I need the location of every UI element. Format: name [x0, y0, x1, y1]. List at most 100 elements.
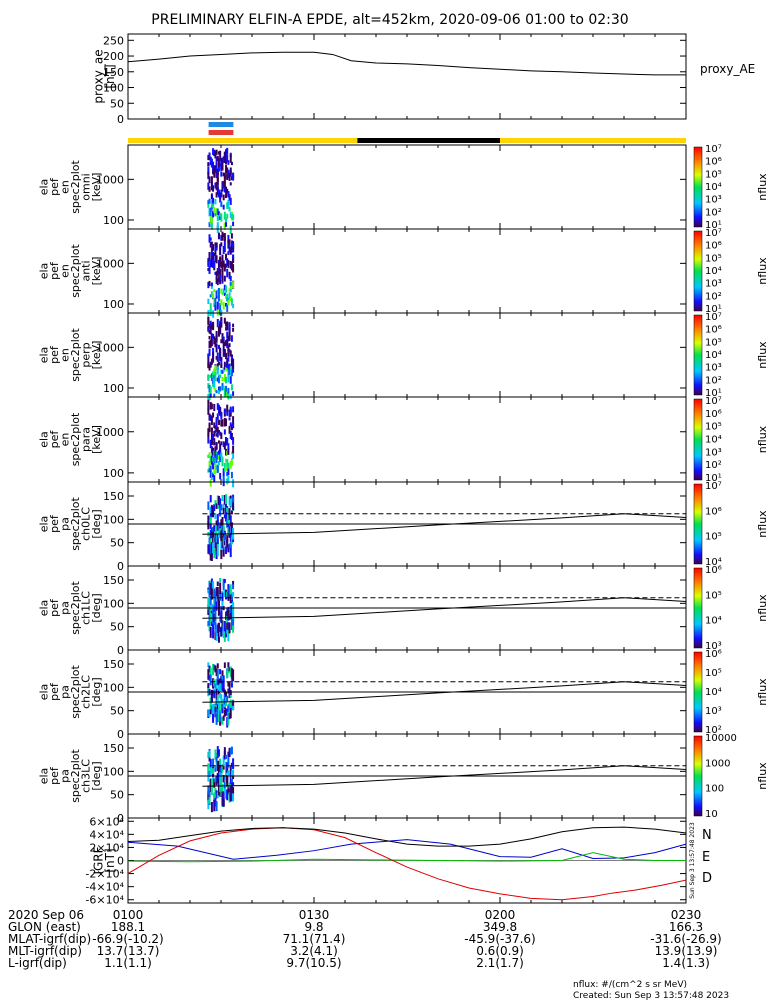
spectrogram-cell — [213, 504, 216, 511]
loss-cone-line — [202, 597, 687, 619]
spectrogram-cell — [207, 428, 210, 436]
spectrogram-cell — [232, 281, 235, 289]
spectrogram-cell — [207, 200, 210, 205]
spectrogram-cell — [229, 793, 232, 802]
spectrogram-cell — [220, 288, 223, 294]
spectrogram-cell — [214, 254, 217, 263]
spectrogram-cell — [225, 448, 228, 456]
time-axis-value: 1.1(1.1) — [104, 956, 152, 970]
spectrogram-cell — [212, 382, 215, 387]
y-axis-label-line: spec2plot — [69, 749, 82, 803]
spectrogram-cell — [222, 180, 225, 189]
spectrogram-cell — [212, 663, 215, 676]
colorbar-tick-label: 10⁴ — [705, 182, 722, 193]
spectrogram-cell — [228, 792, 231, 803]
spectrogram-cell — [219, 472, 222, 480]
spectrogram-cell — [232, 774, 235, 780]
spectrogram-cell — [221, 292, 224, 296]
colorbar-tick-label: 10⁵ — [705, 169, 722, 180]
y-axis-label-line: ela — [38, 263, 51, 280]
spectrogram-cell — [222, 349, 225, 357]
spectrogram-cell — [230, 213, 233, 220]
colorbar-label: nflux — [756, 173, 769, 201]
spectrogram-cell — [229, 666, 232, 678]
spectrogram-cell — [210, 245, 213, 255]
spectrogram-cell — [215, 390, 218, 394]
spectrogram-cell — [209, 523, 212, 529]
spectrogram-cell — [215, 343, 218, 353]
spectrogram-cell — [208, 340, 211, 349]
y-axis-label-line: ch2LC — [80, 675, 93, 709]
igrf-legend-e: E — [702, 850, 710, 865]
spectrogram-cell — [210, 338, 213, 347]
spectrogram-cell — [223, 662, 226, 669]
spectrogram-cell — [207, 621, 210, 627]
spectrogram-cell — [209, 674, 212, 686]
spectrogram-cell — [210, 199, 213, 208]
spectrogram-cell — [226, 610, 229, 621]
spectrogram-cell — [216, 155, 219, 160]
spectrogram-cell — [219, 257, 222, 261]
spectrogram-cell — [219, 683, 222, 693]
spectrogram-cell — [216, 278, 219, 286]
spectrogram-cell — [219, 308, 222, 316]
y-axis-label-line: proxy_ae — [92, 49, 106, 103]
colorbar-tick-label: 10³ — [705, 641, 722, 652]
spectrogram-cell — [220, 339, 223, 344]
spectrogram-cell — [215, 776, 218, 783]
spectrogram-cell — [227, 546, 230, 553]
spectrogram-cell — [219, 455, 222, 462]
spectrogram-cell — [207, 404, 210, 410]
spectrogram-cell — [228, 409, 231, 418]
spectrogram-cell — [229, 376, 232, 384]
colorbar-label: nflux — [756, 341, 769, 369]
spectrogram-cell — [230, 782, 233, 793]
spectrogram-cell — [207, 182, 210, 190]
spectrogram-cell — [232, 364, 235, 370]
colorbar-tick-label: 10⁶ — [705, 409, 722, 420]
spectrogram-cell — [217, 157, 220, 167]
spectrogram-cell — [222, 763, 225, 770]
spectrogram-cell — [229, 605, 232, 614]
spectrogram-cell — [226, 202, 229, 209]
spectrogram-cell — [213, 597, 216, 606]
spectrogram-cell — [226, 303, 229, 312]
spectrogram-cell — [217, 684, 220, 691]
y-tick-label: 0 — [117, 728, 124, 741]
spectrogram-cell — [228, 343, 231, 348]
spectrogram-cell — [208, 797, 211, 804]
spectrogram-cell — [216, 352, 219, 362]
spectrogram-cell — [219, 323, 222, 333]
spectrogram-cell — [212, 293, 215, 299]
spectrogram-cell — [217, 611, 220, 616]
spectrogram-cell — [219, 243, 222, 248]
spectrogram-cell — [212, 703, 215, 714]
time-axis-value: 13.7(13.7) — [97, 944, 160, 958]
spectrogram-cell — [232, 264, 235, 273]
spectrogram-cell — [220, 432, 223, 440]
spectrogram-cell — [209, 506, 212, 514]
spectrogram-cell — [210, 282, 213, 287]
spectrogram-cell — [207, 604, 210, 615]
spectrogram-cell — [225, 546, 228, 555]
spectrogram-cell — [223, 342, 226, 347]
y-tick-label: 1000 — [96, 426, 124, 439]
spectrogram-cell — [219, 582, 222, 595]
y-axis-label-line: ela — [38, 516, 51, 533]
spectrogram-cell — [228, 349, 231, 353]
spectrogram-cell — [210, 291, 213, 297]
spectrogram-cell — [220, 420, 223, 427]
spectrogram-cell — [229, 350, 232, 357]
spectrogram-cell — [229, 609, 232, 617]
spectrogram-cell — [215, 156, 218, 165]
colorbar-label-text: nflux — [756, 762, 769, 790]
spectrogram-cell — [220, 694, 223, 705]
spectrogram-cell — [228, 207, 231, 212]
spectrogram-cell — [207, 785, 210, 795]
spectrogram-cell — [215, 163, 218, 171]
spectrogram-cell — [226, 331, 229, 339]
spectrogram-cell — [222, 675, 225, 682]
spectrogram-cell — [223, 532, 226, 542]
